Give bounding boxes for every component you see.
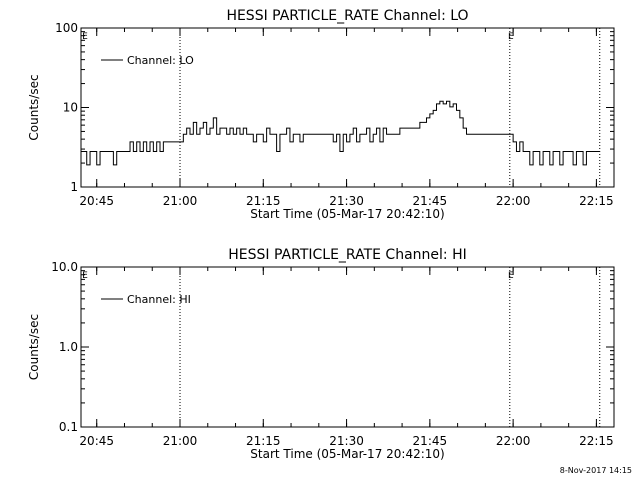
y-tick-label: 100 bbox=[55, 21, 78, 35]
series-line bbox=[81, 100, 600, 166]
corner-marker: E bbox=[82, 271, 88, 281]
y-tick-label: 10 bbox=[63, 101, 78, 115]
y-tick-label: 1 bbox=[70, 180, 78, 194]
chart-title: HESSI PARTICLE_RATE Channel: LO bbox=[226, 8, 468, 24]
footer-timestamp: 8-Nov-2017 14:15 bbox=[559, 466, 632, 475]
x-tick-label: 22:00 bbox=[496, 194, 531, 208]
y-tick-label: 1.0 bbox=[59, 340, 78, 354]
x-axis-label: Start Time (05-Mar-17 20:42:10) bbox=[250, 447, 444, 461]
x-tick-label: 21:15 bbox=[246, 194, 281, 208]
x-axis-label: Start Time (05-Mar-17 20:42:10) bbox=[250, 207, 444, 221]
x-tick-label: 21:30 bbox=[329, 194, 364, 208]
corner-marker: E bbox=[82, 32, 88, 42]
y-axis-label: Counts/sec bbox=[27, 314, 41, 380]
x-tick-label: 20:45 bbox=[79, 194, 114, 208]
y-axis-label: Counts/sec bbox=[27, 74, 41, 140]
plot-frame bbox=[80, 27, 615, 188]
event-marker: E bbox=[508, 32, 514, 42]
x-tick-label: 22:15 bbox=[579, 194, 614, 208]
x-tick-label: 22:00 bbox=[496, 434, 531, 448]
legend-label: Channel: HI bbox=[127, 293, 191, 306]
x-tick-label: 21:15 bbox=[246, 434, 281, 448]
event-marker: E bbox=[508, 271, 514, 281]
y-tick-label: 10.0 bbox=[51, 260, 78, 274]
plot-frame bbox=[80, 266, 615, 428]
x-tick-label: 21:45 bbox=[413, 194, 448, 208]
x-tick-label: 21:00 bbox=[163, 434, 198, 448]
x-tick-label: 21:30 bbox=[329, 434, 364, 448]
x-tick-label: 21:00 bbox=[163, 194, 198, 208]
legend-label: Channel: LO bbox=[127, 54, 194, 67]
x-tick-label: 22:15 bbox=[579, 434, 614, 448]
y-tick-label: 0.1 bbox=[59, 420, 78, 434]
x-tick-label: 20:45 bbox=[79, 434, 114, 448]
x-tick-label: 21:45 bbox=[413, 434, 448, 448]
chart-title: HESSI PARTICLE_RATE Channel: HI bbox=[228, 247, 466, 263]
